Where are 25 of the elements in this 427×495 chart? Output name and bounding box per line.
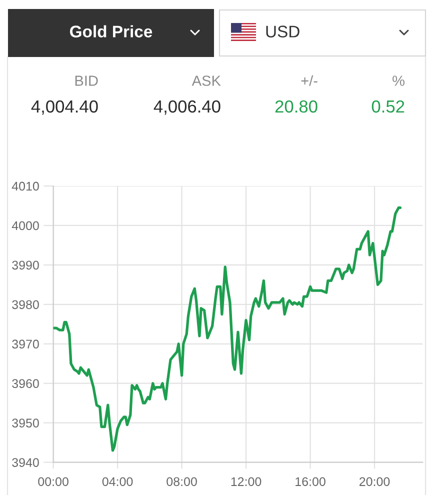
x-tick-label: 08:00 xyxy=(166,477,197,486)
chart-title: Gold Price xyxy=(70,25,152,38)
y-tick-label: 3980 xyxy=(12,300,39,310)
text: USD xyxy=(266,26,300,38)
y-tick-label: 3990 xyxy=(12,260,39,270)
x-tick-label: 04:00 xyxy=(102,477,133,486)
text: 20.80 xyxy=(275,100,318,113)
text: +/- xyxy=(301,75,318,86)
y-tick-label: 3960 xyxy=(12,379,39,388)
line-series xyxy=(53,206,402,452)
y-tick-label: 3970 xyxy=(12,340,39,349)
x-tick-label: 20:00 xyxy=(360,477,390,486)
y-tick-label: 3950 xyxy=(12,418,39,428)
x-tick-label: 16:00 xyxy=(296,477,326,486)
text: BID xyxy=(75,76,98,86)
text: % xyxy=(392,76,404,86)
text: ASK xyxy=(192,76,221,86)
x-tick-label: 00:00 xyxy=(38,477,68,486)
y-tick-label: 3940 xyxy=(12,458,39,467)
y-tick-label: 4000 xyxy=(12,221,39,230)
text: 4,006.40 xyxy=(154,100,220,115)
text: 4,004.40 xyxy=(31,100,98,115)
x-tick-label: 12:00 xyxy=(231,477,262,486)
y-tick-label: 4010 xyxy=(12,182,39,191)
text: 0.52 xyxy=(372,100,404,113)
